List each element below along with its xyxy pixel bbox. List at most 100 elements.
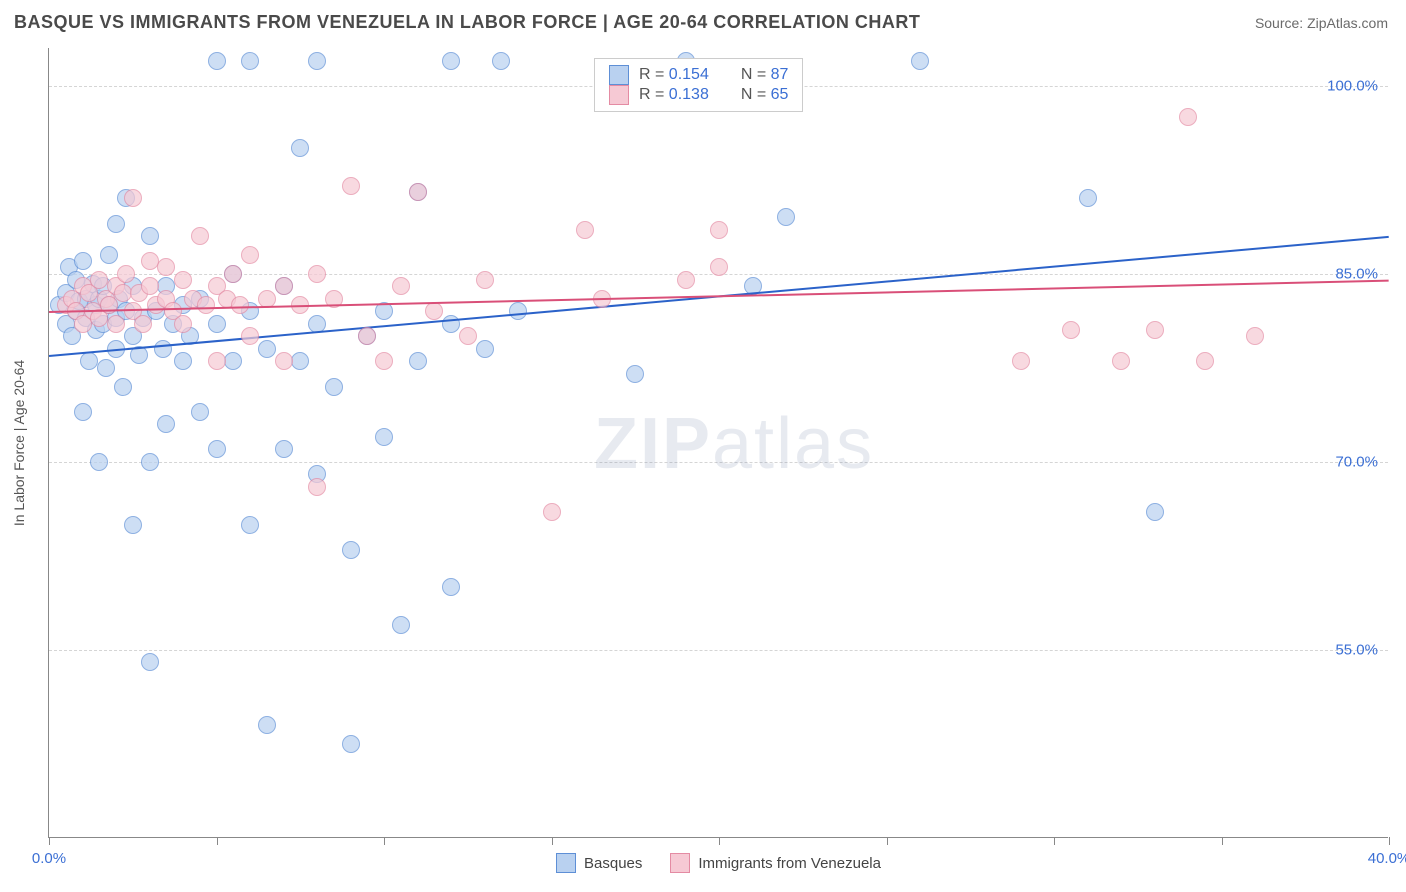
series-legend: Basques Immigrants from Venezuela: [49, 853, 1388, 873]
data-point: [141, 277, 159, 295]
chart-header: BASQUE VS IMMIGRANTS FROM VENEZUELA IN L…: [0, 0, 1406, 41]
legend-swatch: [670, 853, 690, 873]
data-point: [208, 352, 226, 370]
data-point: [157, 258, 175, 276]
legend-label: Basques: [584, 855, 642, 872]
data-point: [258, 716, 276, 734]
data-point: [409, 352, 427, 370]
data-point: [375, 352, 393, 370]
data-point: [174, 271, 192, 289]
data-point: [100, 246, 118, 264]
data-point: [117, 265, 135, 283]
data-point: [224, 352, 242, 370]
data-point: [197, 296, 215, 314]
gridline: [49, 650, 1388, 651]
data-point: [174, 315, 192, 333]
watermark: ZIPatlas: [594, 403, 874, 485]
legend-swatch: [609, 65, 629, 85]
data-point: [1112, 352, 1130, 370]
x-tick: [887, 837, 888, 845]
data-point: [141, 453, 159, 471]
x-tick: [217, 837, 218, 845]
source-label: Source: ZipAtlas.com: [1255, 15, 1388, 31]
data-point: [1079, 189, 1097, 207]
legend-n-label: N = 65: [741, 86, 789, 104]
data-point: [74, 252, 92, 270]
legend-row: R = 0.138 N = 65: [609, 85, 788, 105]
x-tick: [1054, 837, 1055, 845]
data-point: [154, 340, 172, 358]
data-point: [114, 284, 132, 302]
x-tick: [1222, 837, 1223, 845]
legend-n-label: N = 87: [741, 66, 789, 84]
legend-swatch: [556, 853, 576, 873]
x-tick: [384, 837, 385, 845]
data-point: [777, 208, 795, 226]
data-point: [134, 315, 152, 333]
chart-title: BASQUE VS IMMIGRANTS FROM VENEZUELA IN L…: [14, 12, 920, 33]
data-point: [1012, 352, 1030, 370]
legend-label: Immigrants from Venezuela: [698, 855, 881, 872]
data-point: [409, 183, 427, 201]
x-tick: [1389, 837, 1390, 845]
data-point: [141, 252, 159, 270]
data-point: [291, 139, 309, 157]
data-point: [124, 516, 142, 534]
data-point: [241, 246, 259, 264]
data-point: [442, 578, 460, 596]
data-point: [476, 271, 494, 289]
data-point: [492, 52, 510, 70]
x-tick: [719, 837, 720, 845]
data-point: [442, 52, 460, 70]
data-point: [208, 315, 226, 333]
x-tick: [49, 837, 50, 845]
data-point: [308, 265, 326, 283]
data-point: [208, 440, 226, 458]
data-point: [107, 215, 125, 233]
data-point: [392, 616, 410, 634]
data-point: [191, 403, 209, 421]
data-point: [710, 221, 728, 239]
data-point: [141, 653, 159, 671]
data-point: [342, 541, 360, 559]
data-point: [1179, 108, 1197, 126]
data-point: [90, 453, 108, 471]
data-point: [114, 378, 132, 396]
data-point: [208, 52, 226, 70]
y-tick-label: 55.0%: [1335, 641, 1378, 658]
legend-item: Immigrants from Venezuela: [670, 853, 881, 873]
data-point: [74, 403, 92, 421]
data-point: [1196, 352, 1214, 370]
legend-r-label: R = 0.154: [639, 66, 709, 84]
data-point: [509, 302, 527, 320]
legend-r-label: R = 0.138: [639, 86, 709, 104]
data-point: [90, 271, 108, 289]
data-point: [291, 352, 309, 370]
data-point: [231, 296, 249, 314]
data-point: [1146, 321, 1164, 339]
data-point: [308, 52, 326, 70]
data-point: [1246, 327, 1264, 345]
data-point: [241, 516, 259, 534]
gridline: [49, 462, 1388, 463]
y-tick-label: 70.0%: [1335, 453, 1378, 470]
scatter-chart: In Labor Force | Age 20-64 55.0%70.0%85.…: [48, 48, 1388, 838]
data-point: [141, 227, 159, 245]
data-point: [275, 440, 293, 458]
data-point: [442, 315, 460, 333]
data-point: [241, 52, 259, 70]
data-point: [258, 340, 276, 358]
data-point: [358, 327, 376, 345]
data-point: [1062, 321, 1080, 339]
data-point: [224, 265, 242, 283]
data-point: [476, 340, 494, 358]
data-point: [543, 503, 561, 521]
data-point: [392, 277, 410, 295]
data-point: [1146, 503, 1164, 521]
data-point: [97, 359, 115, 377]
data-point: [911, 52, 929, 70]
data-point: [124, 189, 142, 207]
y-axis-title: In Labor Force | Age 20-64: [11, 359, 27, 525]
data-point: [241, 327, 259, 345]
data-point: [459, 327, 477, 345]
